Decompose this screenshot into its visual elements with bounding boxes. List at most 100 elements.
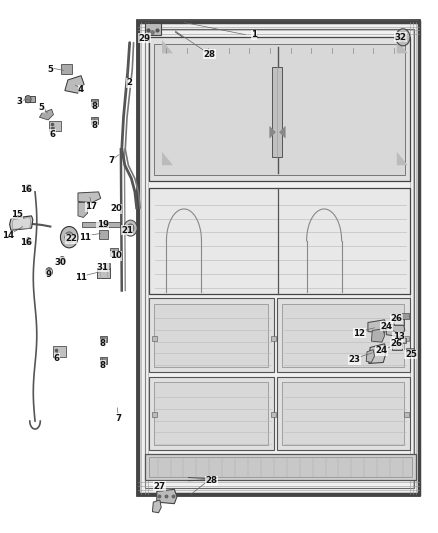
- Bar: [100, 357, 107, 364]
- Bar: [149, 457, 412, 477]
- Text: 17: 17: [85, 203, 97, 211]
- Text: 11: 11: [75, 273, 87, 281]
- Circle shape: [26, 238, 31, 244]
- Circle shape: [65, 232, 74, 243]
- Polygon shape: [162, 40, 173, 53]
- Circle shape: [124, 220, 137, 236]
- Text: 29: 29: [138, 34, 151, 43]
- Circle shape: [399, 33, 406, 42]
- Polygon shape: [397, 152, 408, 165]
- Bar: [97, 268, 110, 278]
- Text: 28: 28: [205, 477, 217, 485]
- Bar: [402, 313, 409, 319]
- Text: 2: 2: [126, 78, 132, 87]
- Bar: [104, 263, 110, 269]
- Text: 8: 8: [100, 361, 106, 369]
- Text: 30: 30: [54, 258, 67, 266]
- Polygon shape: [12, 217, 31, 229]
- Text: 28: 28: [203, 50, 215, 59]
- Bar: [149, 298, 274, 372]
- Polygon shape: [78, 203, 88, 217]
- Circle shape: [25, 95, 31, 103]
- Text: 16: 16: [20, 238, 32, 247]
- Text: 31: 31: [97, 263, 109, 272]
- Text: 12: 12: [353, 329, 365, 337]
- Polygon shape: [279, 126, 286, 139]
- Text: 10: 10: [110, 252, 122, 260]
- Text: 24: 24: [380, 322, 392, 330]
- Text: 8: 8: [91, 102, 97, 111]
- Bar: [82, 222, 120, 227]
- Text: 6: 6: [49, 130, 56, 139]
- Circle shape: [46, 268, 53, 276]
- Text: 22: 22: [65, 235, 77, 243]
- Bar: [152, 336, 157, 341]
- Circle shape: [60, 227, 78, 248]
- Text: 25: 25: [405, 350, 417, 359]
- Polygon shape: [369, 344, 386, 364]
- Bar: [282, 304, 404, 367]
- Bar: [110, 248, 118, 256]
- Bar: [152, 412, 157, 417]
- Text: 8: 8: [100, 340, 106, 348]
- Text: 23: 23: [349, 356, 361, 364]
- Bar: [399, 338, 406, 343]
- Circle shape: [26, 184, 31, 191]
- Bar: [149, 188, 410, 294]
- Circle shape: [127, 224, 134, 232]
- Polygon shape: [65, 76, 84, 93]
- Bar: [149, 37, 410, 181]
- Polygon shape: [386, 322, 405, 337]
- Bar: [61, 64, 72, 74]
- Text: 32: 32: [395, 33, 407, 42]
- Bar: [154, 44, 405, 175]
- Text: 16: 16: [20, 185, 32, 193]
- Polygon shape: [39, 109, 53, 120]
- Polygon shape: [371, 329, 385, 342]
- Text: 7: 7: [115, 414, 121, 423]
- Bar: [49, 121, 61, 131]
- Text: 4: 4: [78, 85, 84, 94]
- Text: 26: 26: [390, 340, 403, 348]
- Circle shape: [59, 256, 65, 264]
- Bar: [91, 99, 98, 106]
- Bar: [404, 336, 409, 341]
- Text: 6: 6: [54, 354, 60, 362]
- Text: 11: 11: [79, 233, 92, 241]
- Polygon shape: [78, 192, 101, 203]
- Polygon shape: [10, 216, 33, 230]
- Text: 27: 27: [154, 482, 166, 490]
- Bar: [100, 336, 107, 342]
- Bar: [394, 318, 404, 325]
- Bar: [277, 377, 410, 450]
- Polygon shape: [137, 20, 420, 496]
- Polygon shape: [162, 152, 173, 165]
- Bar: [145, 454, 416, 480]
- Text: 19: 19: [97, 221, 109, 229]
- Text: 5: 5: [39, 103, 45, 112]
- Bar: [392, 342, 402, 350]
- Bar: [53, 346, 66, 357]
- Bar: [154, 304, 268, 367]
- Text: 5: 5: [47, 65, 53, 74]
- Polygon shape: [152, 500, 161, 513]
- Text: 15: 15: [11, 210, 23, 219]
- Bar: [271, 412, 276, 417]
- Bar: [404, 412, 409, 417]
- Text: 7: 7: [109, 157, 115, 165]
- Bar: [91, 117, 98, 124]
- Text: 13: 13: [392, 333, 405, 341]
- Polygon shape: [157, 489, 177, 504]
- Text: 21: 21: [121, 226, 133, 235]
- Bar: [406, 348, 414, 354]
- Circle shape: [396, 29, 410, 46]
- Text: 20: 20: [110, 205, 122, 213]
- Text: 1: 1: [251, 30, 257, 39]
- Polygon shape: [269, 126, 276, 139]
- Bar: [277, 298, 410, 372]
- Polygon shape: [397, 40, 408, 53]
- Bar: [149, 377, 274, 450]
- Polygon shape: [366, 350, 374, 362]
- Text: 3: 3: [17, 97, 23, 106]
- Bar: [271, 336, 276, 341]
